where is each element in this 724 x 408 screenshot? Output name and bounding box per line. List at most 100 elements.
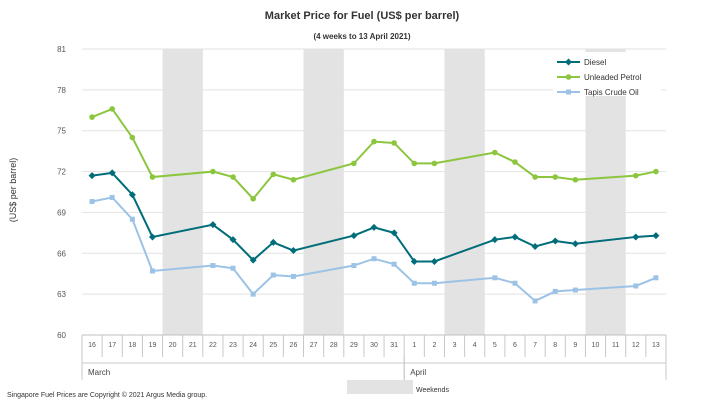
legend-label: Tapis Crude Oil xyxy=(584,88,639,97)
weekend-bands xyxy=(162,49,626,335)
data-point xyxy=(371,138,377,145)
x-tick-label: 10 xyxy=(592,342,600,349)
data-point xyxy=(511,233,519,241)
data-point xyxy=(653,275,659,281)
x-tick-label: 16 xyxy=(88,342,96,349)
x-tick-label: 29 xyxy=(350,342,358,349)
x-tick-label: 3 xyxy=(453,342,457,349)
data-point xyxy=(632,233,640,241)
data-point xyxy=(532,298,538,304)
x-tick-label: 26 xyxy=(290,342,298,349)
data-point xyxy=(572,176,579,183)
data-point xyxy=(430,257,438,265)
grid-lines xyxy=(82,48,666,336)
data-point xyxy=(565,74,572,80)
data-point xyxy=(572,287,578,293)
data-point xyxy=(108,169,116,177)
data-point xyxy=(391,140,397,146)
data-point xyxy=(653,168,659,175)
data-point xyxy=(109,106,116,112)
chart-title: Market Price for Fuel (US$ per barrel) xyxy=(265,10,460,22)
data-point xyxy=(411,160,418,167)
copyright-footer: Singapore Fuel Prices are Copyright © 20… xyxy=(7,391,207,399)
weekend-band xyxy=(444,49,485,335)
data-point xyxy=(531,242,539,250)
x-tick-label: 13 xyxy=(652,342,660,349)
data-point xyxy=(270,171,277,178)
x-axis: 16 17 18 19 20 21 22 23 24 25 26 27 28 29 30 31 1 2 3 4 5 6 7 8… xyxy=(81,335,667,380)
x-tick-label: 25 xyxy=(269,342,277,349)
data-point xyxy=(571,240,579,248)
data-point xyxy=(552,288,558,294)
x-tick-label: 28 xyxy=(330,342,338,349)
x-tick-label: 7 xyxy=(533,342,537,349)
data-point xyxy=(209,221,217,229)
data-point xyxy=(532,174,538,180)
month-label: April xyxy=(410,368,426,377)
data-point xyxy=(149,174,156,180)
data-point xyxy=(390,229,398,237)
legend-label: Diesel xyxy=(584,58,606,67)
x-tick-label: 1 xyxy=(412,342,416,349)
data-point xyxy=(512,159,518,165)
data-point xyxy=(431,160,438,167)
data-point xyxy=(492,149,498,156)
y-tick-label: 81 xyxy=(57,45,66,54)
y-tick-label: 66 xyxy=(57,249,66,258)
y-axis-ticks: 60 63 66 69 72 75 78 81 xyxy=(57,45,66,340)
x-tick-label: 31 xyxy=(390,342,398,349)
data-point xyxy=(129,216,135,222)
data-point xyxy=(551,237,559,245)
data-point xyxy=(351,263,357,269)
legend: Diesel Unleaded Petrol Tapis Crude Oil xyxy=(553,52,661,97)
data-point xyxy=(289,247,297,255)
x-tick-label: 30 xyxy=(370,342,378,349)
month-label: March xyxy=(88,368,110,377)
x-tick-label: 17 xyxy=(108,342,116,349)
data-point xyxy=(350,232,358,240)
data-point xyxy=(410,257,418,265)
data-point xyxy=(512,280,518,286)
data-point xyxy=(565,58,572,66)
legend-label: Unleaded Petrol xyxy=(584,73,642,82)
data-point xyxy=(652,232,660,240)
y-tick-label: 60 xyxy=(57,331,66,340)
x-tick-label: 8 xyxy=(553,342,557,349)
weekends-legend-swatch xyxy=(347,380,413,394)
x-tick-label: 9 xyxy=(573,342,577,349)
y-tick-label: 63 xyxy=(57,290,66,299)
data-point xyxy=(250,196,256,202)
x-tick-label: 6 xyxy=(513,342,517,349)
weekend-band xyxy=(303,49,344,335)
data-point xyxy=(290,273,296,279)
data-point xyxy=(566,89,571,95)
data-point xyxy=(210,168,216,175)
data-point xyxy=(270,272,276,278)
y-axis-label: (US$ per barrel) xyxy=(8,158,18,223)
data-point xyxy=(411,280,417,286)
x-tick-label: 19 xyxy=(149,342,157,349)
x-tick-label: 20 xyxy=(169,342,177,349)
data-point xyxy=(552,174,559,180)
weekend-band xyxy=(162,49,203,335)
series-unleaded-petrol xyxy=(89,106,659,202)
series-diesel xyxy=(88,169,660,265)
data-point xyxy=(149,268,155,274)
x-tick-label: 11 xyxy=(612,342,619,349)
data-point xyxy=(632,172,639,179)
data-point xyxy=(351,160,357,167)
y-tick-label: 72 xyxy=(57,168,66,177)
data-point xyxy=(250,291,256,297)
data-point xyxy=(492,275,498,281)
x-tick-label: 5 xyxy=(493,342,497,349)
data-point xyxy=(370,223,378,231)
weekends-legend-label: Weekends xyxy=(416,387,449,394)
data-point xyxy=(391,261,397,267)
series-lines xyxy=(88,106,660,304)
data-point xyxy=(269,238,277,246)
data-point xyxy=(89,199,95,205)
data-point xyxy=(431,280,437,286)
data-point xyxy=(491,236,499,244)
data-point xyxy=(128,191,136,199)
